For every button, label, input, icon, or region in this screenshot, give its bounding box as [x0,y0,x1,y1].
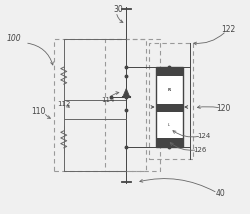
Text: 126: 126 [193,147,207,153]
Polygon shape [122,88,130,97]
Text: 110: 110 [32,107,46,116]
Text: 30: 30 [114,5,124,14]
Text: 122: 122 [222,25,236,34]
Bar [156,138,182,147]
Text: 124: 124 [197,133,210,139]
Text: 114: 114 [101,97,114,103]
Text: 120: 120 [216,104,231,113]
Bar [156,67,182,147]
Text: R: R [168,88,171,92]
Text: 40: 40 [215,189,225,198]
Bar [156,67,182,76]
Text: 100: 100 [6,34,21,43]
Text: 112: 112 [57,101,70,107]
Bar [149,43,192,159]
Bar [105,39,160,171]
Text: L: L [168,123,170,127]
Bar [156,104,182,112]
Bar [54,39,146,171]
